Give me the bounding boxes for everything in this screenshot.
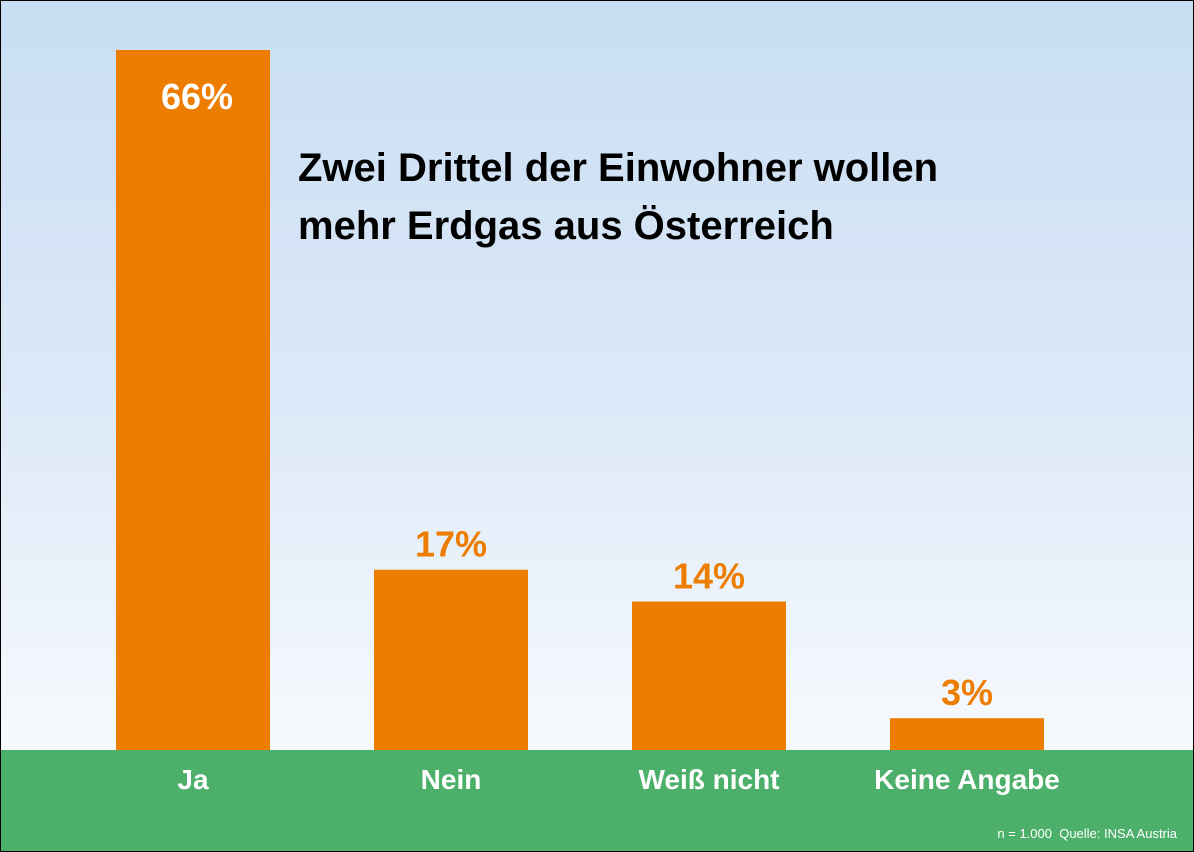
value-label-2: 14% <box>673 556 745 597</box>
bar-2 <box>632 601 786 750</box>
chart-title-line-1: Zwei Drittel der Einwohner wollen <box>298 146 939 190</box>
bar-1 <box>374 569 528 750</box>
ground-band <box>1 750 1193 851</box>
chart-title-line-2: mehr Erdgas aus Österreich <box>298 204 834 248</box>
chart-title: Zwei Drittel der Einwohner wollen mehr E… <box>298 139 1118 255</box>
bar-0 <box>116 50 270 750</box>
sample-size: n = 1.000 <box>997 826 1052 841</box>
value-label-0: 66% <box>161 76 233 117</box>
source-text: Quelle: INSA Austria <box>1059 826 1177 841</box>
category-label-1: Nein <box>421 764 482 795</box>
bar-3 <box>890 718 1044 750</box>
value-label-3: 3% <box>941 672 993 713</box>
category-label-2: Weiß nicht <box>638 764 779 795</box>
category-label-0: Ja <box>177 764 209 795</box>
value-label-1: 17% <box>415 524 487 565</box>
source-note: n = 1.000 Quelle: INSA Austria <box>997 826 1177 841</box>
category-label-3: Keine Angabe <box>874 764 1060 795</box>
